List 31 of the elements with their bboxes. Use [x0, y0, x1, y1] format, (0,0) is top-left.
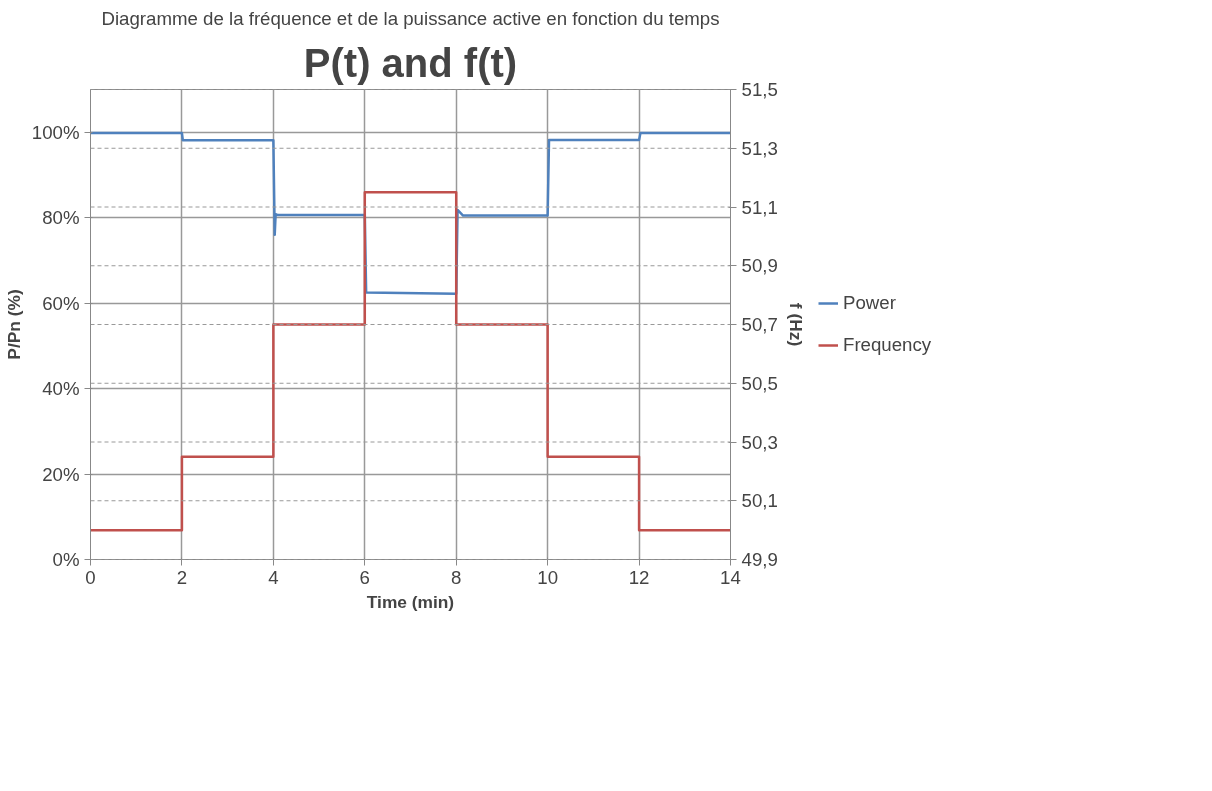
y2-tick-label: 50,7	[741, 314, 778, 335]
y2-tick-label: 50,9	[741, 255, 778, 277]
x-tick-label: 2	[176, 566, 188, 588]
y-axis-title: P/Pn (%)	[3, 289, 24, 360]
y2-tick-label: 51,3	[741, 137, 778, 159]
x-tick-label: 12	[628, 566, 650, 588]
y2-tick-label: 50,5	[741, 372, 778, 394]
x-tick-label: 0	[85, 566, 96, 588]
legend-label: Frequency	[843, 334, 932, 356]
x-tick-label: 10	[537, 566, 559, 588]
y2-axis-title: f (Hz)	[785, 302, 806, 347]
y2-tick-label: 50,1	[741, 490, 778, 512]
x-axis-title: Time (min)	[366, 591, 455, 612]
y-tick-label: 80%	[42, 207, 80, 229]
y2-tick-label: 51,1	[741, 196, 778, 218]
y-tick-label: 100%	[31, 121, 80, 143]
legend-label: Power	[843, 292, 896, 314]
y-tick-label: 0%	[52, 549, 80, 570]
y2-tick-label: 50,3	[741, 431, 778, 453]
x-tick-label: 14	[720, 566, 741, 588]
y-tick-label: 60%	[42, 292, 80, 314]
y2-tick-label: 49,9	[741, 549, 778, 570]
y2-tick-label: 51,5	[741, 79, 778, 100]
x-tick-label: 4	[268, 566, 279, 588]
y-tick-label: 20%	[42, 463, 80, 485]
x-tick-label: 6	[359, 566, 370, 588]
x-tick-label: 8	[451, 566, 462, 588]
chart-title: P(t) and f(t)	[303, 40, 518, 85]
line-series	[90, 191, 731, 532]
chart-subtitle: Diagramme de la fréquence et de la puissance active en fonction du temps	[101, 7, 720, 29]
y-tick-label: 40%	[42, 378, 80, 400]
